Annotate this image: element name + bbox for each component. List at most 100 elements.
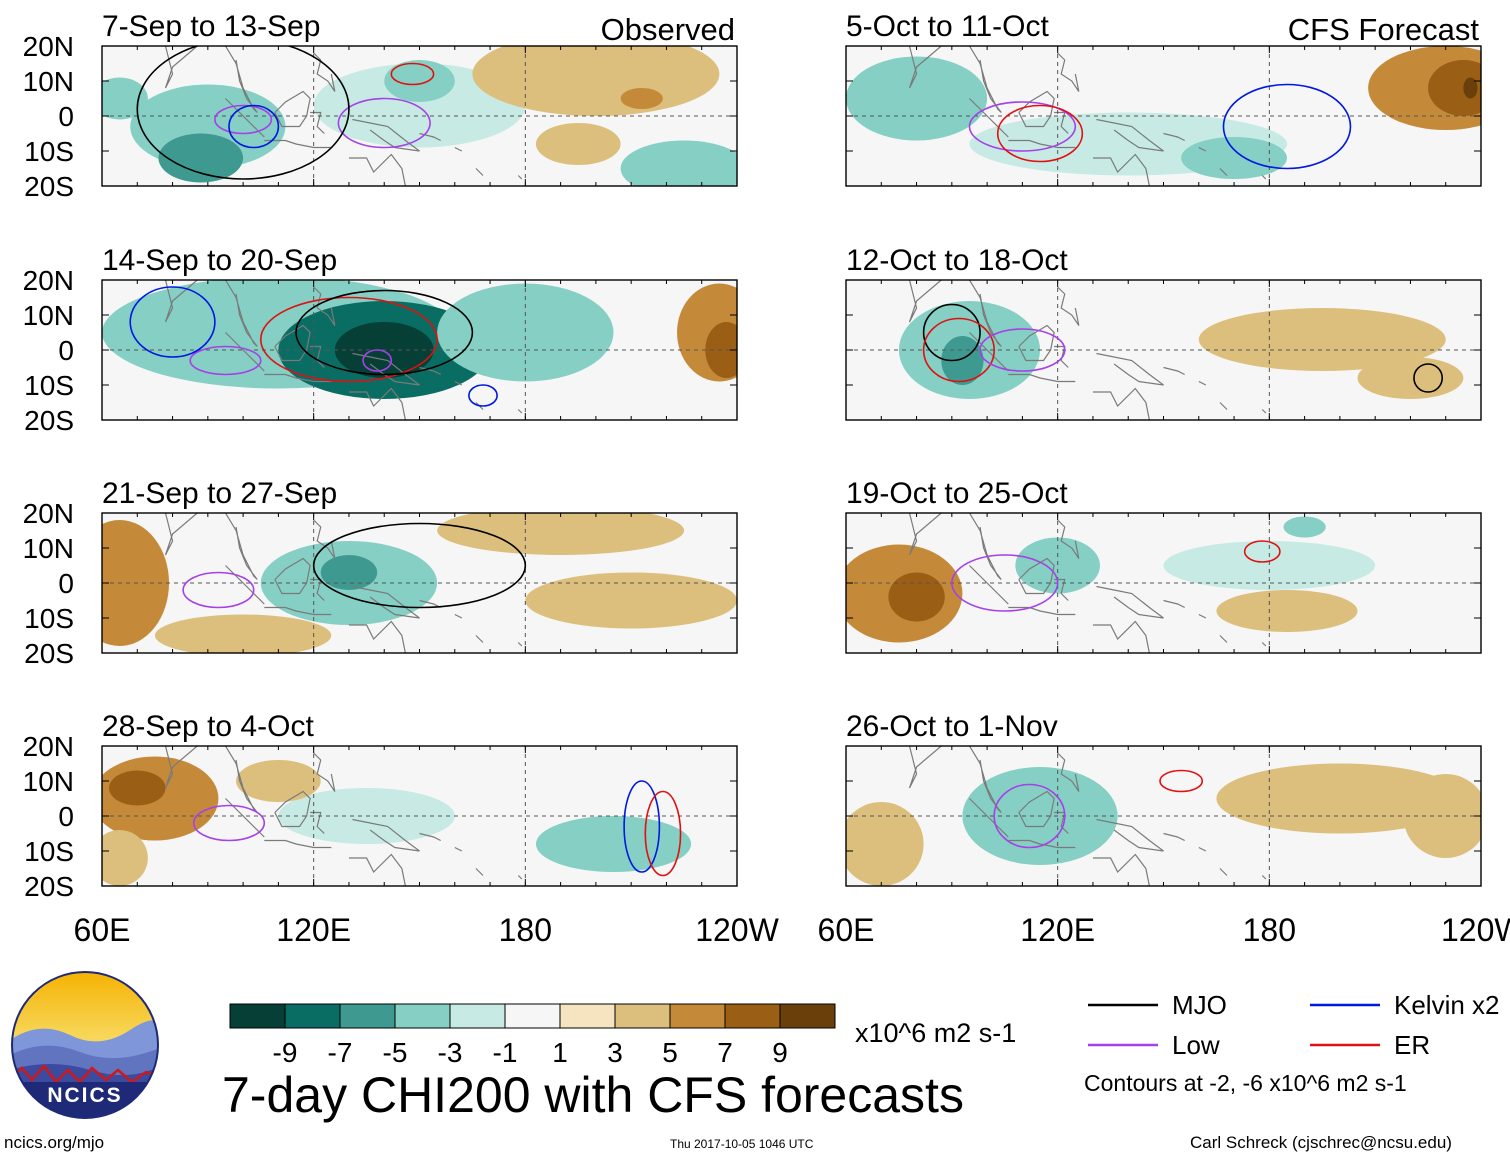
x-tick-label: 180 <box>499 912 552 948</box>
map-panel: 21-Sep to 27-Sep 20N 10N 0 10S 20S <box>23 477 738 669</box>
anomaly-shading <box>102 830 148 886</box>
contour-legend: MJO Kelvin x2 Low ER Contours at -2, -6 x10^… <box>1084 990 1500 1096</box>
anomaly-shading <box>109 770 166 806</box>
colorbar-units: x10^6 m2 s-1 <box>855 1018 1016 1048</box>
contour-kelvin <box>468 384 498 407</box>
y-tick-label: 20N <box>23 498 74 529</box>
anomaly-shading <box>1463 77 1478 99</box>
anomaly-shading <box>535 816 692 872</box>
coastlines <box>164 513 523 653</box>
contour-kelvin <box>623 780 661 873</box>
panel-period-label: 21-Sep to 27-Sep <box>102 477 337 510</box>
y-tick-label: 10S <box>24 136 74 167</box>
map-panel: 5-Oct to 11-Oct CFS Forecast <box>845 10 1482 187</box>
colorbar-swatch <box>229 1003 286 1029</box>
y-tick-label: 20S <box>24 638 74 669</box>
contour-low <box>214 104 273 135</box>
map-panel: 26-Oct to 1-Nov 60E 120E 180 120W <box>818 710 1510 948</box>
y-tick-label: 10N <box>23 66 74 97</box>
anomaly-shading <box>1357 357 1464 399</box>
panel-period-label: 12-Oct to 18-Oct <box>846 244 1068 277</box>
contour-kelvin <box>1222 83 1352 170</box>
chart-title: 7-day CHI200 with CFS forecasts <box>222 1067 964 1123</box>
contour-low <box>979 328 1066 372</box>
y-tick-label: 20N <box>23 731 74 762</box>
anomaly-shading <box>154 614 332 653</box>
map-panel: 19-Oct to 25-Oct <box>845 477 1482 654</box>
contour-low <box>951 554 1059 612</box>
colorbar-swatch <box>724 1003 781 1029</box>
contour-mjo <box>1413 363 1443 393</box>
anomaly-shading <box>437 283 614 382</box>
y-tick-label: 10N <box>23 533 74 564</box>
anomaly-shading <box>1015 537 1100 594</box>
y-tick-label: 20N <box>23 31 74 62</box>
footer-url: ncics.org/mjo <box>4 1133 105 1152</box>
x-tick-label: 120W <box>695 912 779 948</box>
panel-period-label: 7-Sep to 13-Sep <box>102 10 320 43</box>
column-label: CFS Forecast <box>1288 12 1480 47</box>
anomaly-shading <box>1163 541 1376 590</box>
anomaly-shading <box>1181 137 1287 179</box>
anomaly-shading <box>620 140 737 186</box>
contour-mjo <box>922 303 981 362</box>
colorbar-swatch <box>779 1003 836 1029</box>
contour-er <box>644 790 682 877</box>
anomaly-shading <box>1216 590 1358 632</box>
coastlines <box>164 280 523 420</box>
panel-period-label: 26-Oct to 1-Nov <box>846 710 1058 743</box>
anomaly-shading <box>102 77 148 120</box>
legend-label: MJO <box>1172 990 1227 1020</box>
panel-period-label: 28-Sep to 4-Oct <box>102 710 314 743</box>
legend-label: Low <box>1172 1030 1220 1060</box>
colorbar-tick-label: -5 <box>383 1037 408 1068</box>
colorbar-swatch <box>339 1003 396 1029</box>
y-tick-label: 10S <box>24 603 74 634</box>
coastlines <box>908 746 1267 886</box>
x-tick-label: 180 <box>1243 912 1296 948</box>
colorbar-swatch <box>504 1003 561 1029</box>
anomaly-shading <box>320 555 378 590</box>
contour-low <box>968 101 1077 152</box>
colorbar-swatch <box>449 1003 506 1029</box>
chi200-panel-chart: 7-Sep to 13-Sep Observed20N10N010S20S14-S… <box>23 10 1510 948</box>
coastlines <box>164 46 523 186</box>
x-tick-label: 120W <box>1441 912 1510 948</box>
contour-mjo <box>312 522 527 609</box>
colorbar-tick-label: 3 <box>607 1037 623 1068</box>
footer-timestamp: Thu 2017-10-05 1046 UTC <box>670 1137 814 1151</box>
colorbar-tick-label: -9 <box>273 1037 298 1068</box>
anomaly-shading <box>158 133 244 183</box>
panel-period-label: 14-Sep to 20-Sep <box>102 244 337 277</box>
logo-text: NCICS <box>47 1084 123 1107</box>
anomaly-shading <box>1283 516 1326 538</box>
coastlines <box>908 513 1267 653</box>
map-panel: 14-Sep to 20-Sep 20N 10N 0 10S 20S <box>23 244 738 436</box>
colorbar-swatch <box>394 1003 451 1029</box>
x-tick-label: 120E <box>276 912 351 948</box>
contour-er <box>996 104 1084 163</box>
y-tick-label: 10N <box>23 766 74 797</box>
colorbar-tick-label: -1 <box>493 1037 518 1068</box>
y-tick-label: 20S <box>24 171 74 202</box>
contour-kelvin <box>228 104 280 149</box>
coastlines <box>908 46 1267 186</box>
legend-label: Kelvin x2 <box>1394 990 1500 1020</box>
contour-low <box>182 571 255 609</box>
contour-low <box>192 804 266 842</box>
anomaly-shading <box>941 336 984 385</box>
map-panel: 7-Sep to 13-Sep Observed 20N 10N 0 10S 20S <box>23 10 738 202</box>
y-tick-label: 10N <box>23 300 74 331</box>
footer-credit: Carl Schreck (cjschrec@ncsu.edu) <box>1190 1133 1452 1152</box>
contour-er <box>922 317 995 383</box>
contour-kelvin <box>129 286 216 358</box>
colorbar-tick-label: -7 <box>328 1037 353 1068</box>
contour-er <box>1159 769 1204 793</box>
legend-label: ER <box>1394 1030 1430 1060</box>
colorbar-tick-label: 1 <box>552 1037 568 1068</box>
y-tick-label: 0 <box>58 801 74 832</box>
anomaly-shading <box>535 123 621 165</box>
y-tick-label: 10S <box>24 836 74 867</box>
contour-note: Contours at -2, -6 x10^6 m2 s-1 <box>1084 1070 1407 1096</box>
